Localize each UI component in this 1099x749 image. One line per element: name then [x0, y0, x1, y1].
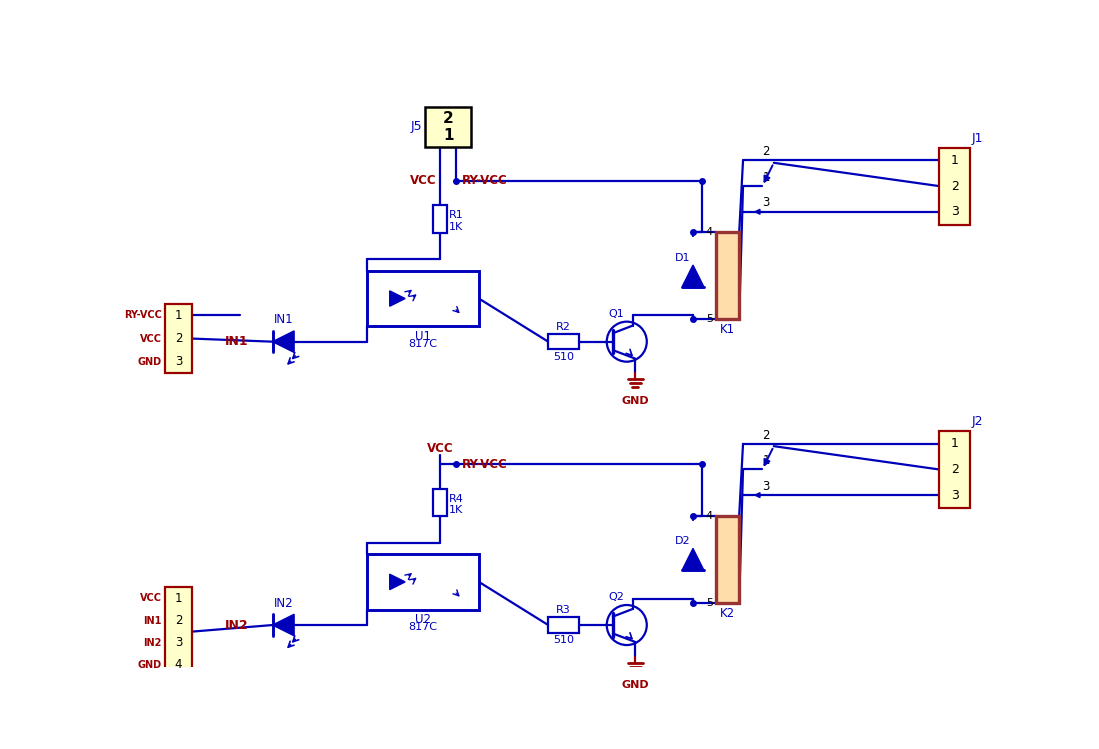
Text: 1: 1: [763, 171, 770, 184]
Text: 2: 2: [951, 180, 958, 192]
Text: 1K: 1K: [448, 506, 463, 515]
Text: 3: 3: [763, 480, 769, 493]
Polygon shape: [682, 548, 703, 570]
Text: U2: U2: [415, 613, 431, 626]
Text: J2: J2: [972, 415, 984, 428]
Text: 2: 2: [951, 463, 958, 476]
Text: Q1: Q1: [608, 309, 624, 318]
Text: 3: 3: [763, 196, 769, 210]
Text: 1: 1: [763, 454, 770, 467]
Bar: [165, 587, 192, 676]
Polygon shape: [682, 265, 703, 287]
Text: 2: 2: [443, 111, 454, 126]
Text: 2: 2: [763, 145, 770, 158]
Polygon shape: [273, 331, 295, 353]
Text: 1: 1: [951, 154, 958, 167]
Bar: [940, 148, 970, 225]
Text: IN1: IN1: [274, 313, 293, 327]
Polygon shape: [273, 614, 295, 636]
Text: GND: GND: [137, 660, 162, 670]
Text: 5: 5: [706, 315, 713, 324]
Bar: [433, 489, 447, 517]
Text: R4: R4: [448, 494, 464, 504]
Text: U1: U1: [415, 330, 431, 343]
Text: 2: 2: [175, 332, 182, 345]
Text: 4: 4: [706, 228, 713, 237]
Text: 510: 510: [553, 635, 574, 645]
Text: D2: D2: [675, 536, 690, 546]
Text: 3: 3: [951, 205, 958, 218]
Bar: [717, 516, 740, 603]
Text: 2: 2: [175, 614, 182, 627]
Text: 1: 1: [951, 437, 958, 450]
Bar: [165, 304, 192, 373]
Polygon shape: [390, 574, 406, 589]
Text: R3: R3: [556, 605, 571, 615]
Bar: [548, 617, 579, 633]
Text: 4: 4: [706, 511, 713, 521]
Text: 1: 1: [175, 592, 182, 605]
Text: IN2: IN2: [274, 597, 293, 610]
Text: IN1: IN1: [143, 616, 162, 625]
Text: 817C: 817C: [409, 622, 437, 632]
Text: VCC: VCC: [140, 593, 162, 604]
Text: IN2: IN2: [225, 619, 248, 631]
Text: RY-VCC: RY-VCC: [463, 458, 508, 470]
Text: RY-VCC: RY-VCC: [463, 175, 508, 187]
Text: 1: 1: [443, 128, 454, 143]
Text: IN1: IN1: [225, 335, 248, 348]
Text: J1: J1: [972, 132, 984, 145]
Text: GND: GND: [137, 357, 162, 367]
Bar: [548, 334, 579, 349]
Bar: [433, 205, 447, 233]
Text: K1: K1: [720, 323, 735, 336]
Text: Q2: Q2: [608, 592, 624, 602]
Polygon shape: [390, 291, 406, 306]
Text: 5: 5: [706, 598, 713, 607]
Text: D1: D1: [675, 252, 690, 263]
Text: 510: 510: [553, 352, 574, 362]
Text: K2: K2: [720, 607, 735, 619]
Bar: [425, 107, 471, 147]
Bar: [717, 232, 740, 319]
Text: VCC: VCC: [410, 175, 436, 187]
Text: 3: 3: [175, 636, 182, 649]
Bar: [940, 431, 970, 508]
Text: VCC: VCC: [140, 333, 162, 344]
Text: R2: R2: [556, 321, 571, 332]
Text: 1K: 1K: [448, 222, 463, 232]
Text: GND: GND: [621, 679, 650, 690]
Text: 2: 2: [763, 428, 770, 442]
Text: R1: R1: [448, 210, 464, 220]
Text: VCC: VCC: [426, 442, 454, 455]
Text: 1: 1: [175, 309, 182, 322]
Text: 3: 3: [951, 488, 958, 502]
Text: 4: 4: [175, 658, 182, 671]
Bar: [367, 271, 479, 327]
Bar: [367, 554, 479, 610]
Text: RY-VCC: RY-VCC: [124, 311, 162, 321]
Text: 817C: 817C: [409, 339, 437, 348]
Text: IN2: IN2: [143, 637, 162, 648]
Text: 3: 3: [175, 355, 182, 369]
Text: GND: GND: [621, 396, 650, 407]
Text: J5: J5: [410, 121, 422, 133]
